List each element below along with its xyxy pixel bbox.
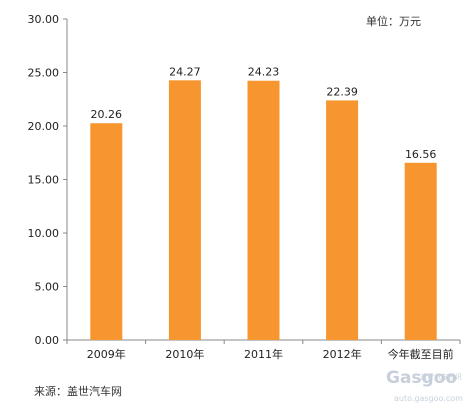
source-label: 来源：盖世汽车网 [34, 385, 122, 398]
category-label: 今年截至目前 [388, 347, 454, 361]
category-label: 2010年 [165, 347, 204, 361]
watermark-cn: 盖世汽车资讯 [420, 373, 462, 381]
data-labels: 20.26 24.27 24.23 22.39 16.56 [91, 65, 437, 160]
watermark: Gasgoo 盖世汽车资讯 auto.gasgoo.com [386, 368, 466, 408]
data-label: 22.39 [326, 85, 358, 98]
bar [90, 123, 123, 340]
y-tick-label: 5.00 [35, 281, 60, 294]
category-label: 2011年 [244, 347, 283, 361]
y-tick-label: 30.00 [28, 13, 60, 26]
y-tick-label: 10.00 [28, 227, 60, 240]
category-label: 2009年 [87, 347, 126, 361]
y-tick-label: 0.00 [35, 334, 60, 347]
data-label: 24.23 [248, 66, 280, 79]
y-tick-label: 20.00 [28, 120, 60, 133]
bars [90, 80, 437, 340]
y-tick-label: 15.00 [28, 174, 60, 187]
y-axis-ticks: 0.00 5.00 10.00 15.00 20.00 25.00 30.00 [28, 13, 67, 347]
data-label: 20.26 [91, 108, 123, 121]
data-label: 16.56 [405, 148, 437, 161]
watermark-logo: Gasgoo [386, 368, 458, 388]
unit-label: 单位：万元 [366, 14, 421, 28]
bar [404, 162, 437, 340]
category-labels: 2009年 2010年 2011年 2012年 今年截至目前 [87, 347, 454, 361]
data-label: 24.27 [169, 65, 201, 78]
bar [326, 100, 359, 340]
y-tick-label: 25.00 [28, 67, 60, 80]
bar [168, 80, 201, 340]
watermark-url: auto.gasgoo.com [394, 394, 463, 403]
bar [247, 80, 280, 340]
category-label: 2012年 [323, 347, 362, 361]
